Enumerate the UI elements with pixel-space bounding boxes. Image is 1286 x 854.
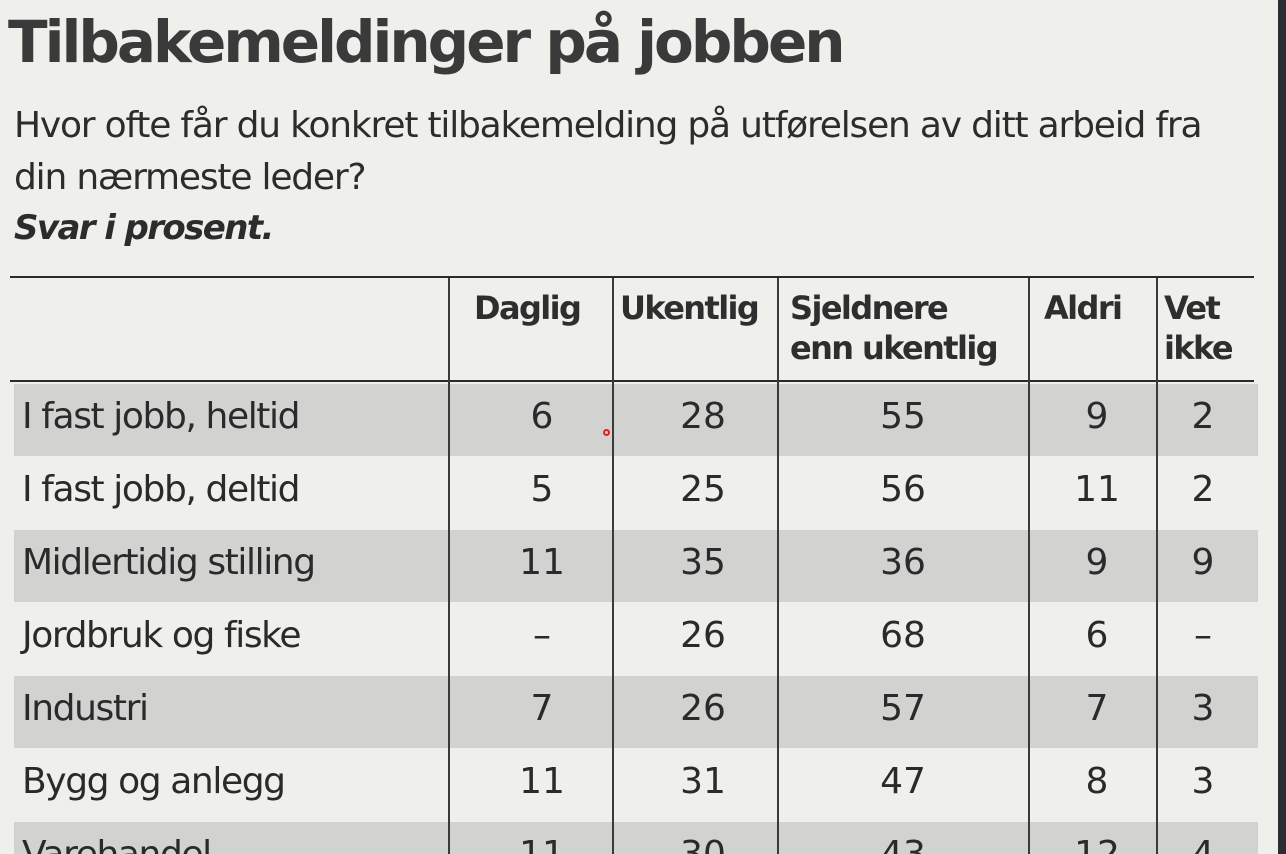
table-cell: 3	[1191, 688, 1215, 729]
table-row: I fast jobb, heltid 6 28 55 9 2	[14, 384, 1258, 456]
row-label: Midlertidig stilling	[22, 542, 316, 583]
question-text: Hvor ofte får du konkret tilbakemelding …	[14, 105, 1203, 198]
table-cell: 9	[1085, 542, 1109, 583]
table-row: I fast jobb, deltid 5 25 56 11 2	[14, 457, 1258, 529]
row-label: Varehandel	[22, 834, 212, 854]
header-daglig: Daglig	[474, 288, 582, 328]
table-cell: 11	[519, 761, 565, 802]
header-vet-ikke-line-1: Vet	[1164, 289, 1221, 327]
table-cell: 25	[680, 469, 726, 510]
table-cell: 3	[1191, 761, 1215, 802]
table-header-rule	[10, 380, 1254, 382]
table-cell: 57	[880, 688, 926, 729]
table-row: Industri 7 26 57 7 3	[14, 676, 1258, 748]
table-cell: 11	[482, 834, 602, 854]
unit-note: Svar i prosent.	[14, 208, 274, 248]
table-row: Bygg og anlegg 11 31 47 8 3	[14, 749, 1258, 821]
table-cell: 56	[880, 469, 926, 510]
header-vet-ikke-line-2: ikke	[1164, 329, 1234, 367]
table-cell: 6	[1085, 615, 1109, 656]
column-divider	[448, 278, 450, 854]
header-daglig-line-1: Daglig	[474, 289, 582, 327]
table-top-rule	[10, 276, 1254, 278]
table-cell: 5	[530, 469, 554, 510]
column-divider	[612, 278, 614, 854]
header-sjeldnere-line-1: Sjeldnere	[790, 289, 949, 327]
table-cell: 26	[680, 688, 726, 729]
table-row: Midlertidig stilling 11 35 36 9 9	[14, 530, 1258, 602]
table-cell: 28	[680, 396, 726, 437]
table-cell: 2	[1191, 469, 1215, 510]
table-cell: 30	[643, 834, 763, 854]
page-title: Tilbakemeldinger på jobben	[8, 8, 846, 76]
table-cell: 68	[880, 615, 926, 656]
table-cell: 8	[1085, 761, 1109, 802]
column-divider	[777, 278, 779, 854]
header-ukentlig-line-1: Ukentlig	[620, 289, 760, 327]
red-marker-dot	[603, 429, 610, 436]
row-label: I fast jobb, deltid	[22, 469, 301, 510]
table-cell: 43	[843, 834, 963, 854]
table-cell: 35	[680, 542, 726, 583]
column-divider	[1156, 278, 1158, 854]
column-divider	[1028, 278, 1030, 854]
table-cell: 55	[880, 396, 926, 437]
table-cell: –	[533, 615, 551, 656]
row-label: I fast jobb, heltid	[22, 396, 300, 437]
table-cell: 11	[519, 542, 565, 583]
header-vet-ikke: Vet ikke	[1164, 288, 1234, 368]
table-row: Varehandel113043124	[14, 822, 1258, 854]
header-aldri-line-1: Aldri	[1044, 289, 1123, 327]
header-ukentlig: Ukentlig	[620, 288, 760, 328]
table-cell: 47	[880, 761, 926, 802]
table-cell: 36	[880, 542, 926, 583]
row-label: Bygg og anlegg	[22, 761, 286, 802]
row-label: Industri	[22, 688, 149, 729]
header-sjeldnere: Sjeldnere enn ukentlig	[790, 288, 999, 368]
table-cell: 9	[1085, 396, 1109, 437]
table-row: Jordbruk og fiske – 26 68 6 –	[14, 603, 1258, 675]
header-aldri: Aldri	[1044, 288, 1123, 328]
row-label: Jordbruk og fiske	[22, 615, 301, 656]
table-cell: 7	[530, 688, 554, 729]
table-cell: 9	[1191, 542, 1215, 583]
table-cell: 26	[680, 615, 726, 656]
table-cell: –	[1194, 615, 1212, 656]
table-cell: 4	[1143, 834, 1263, 854]
table-cell: 7	[1085, 688, 1109, 729]
table-cell: 11	[1074, 469, 1120, 510]
table-cell: 2	[1191, 396, 1215, 437]
table-cell: 6	[530, 396, 554, 437]
table-cell: 31	[680, 761, 726, 802]
header-sjeldnere-line-2: enn ukentlig	[790, 329, 999, 367]
table-cell: 12	[1037, 834, 1157, 854]
